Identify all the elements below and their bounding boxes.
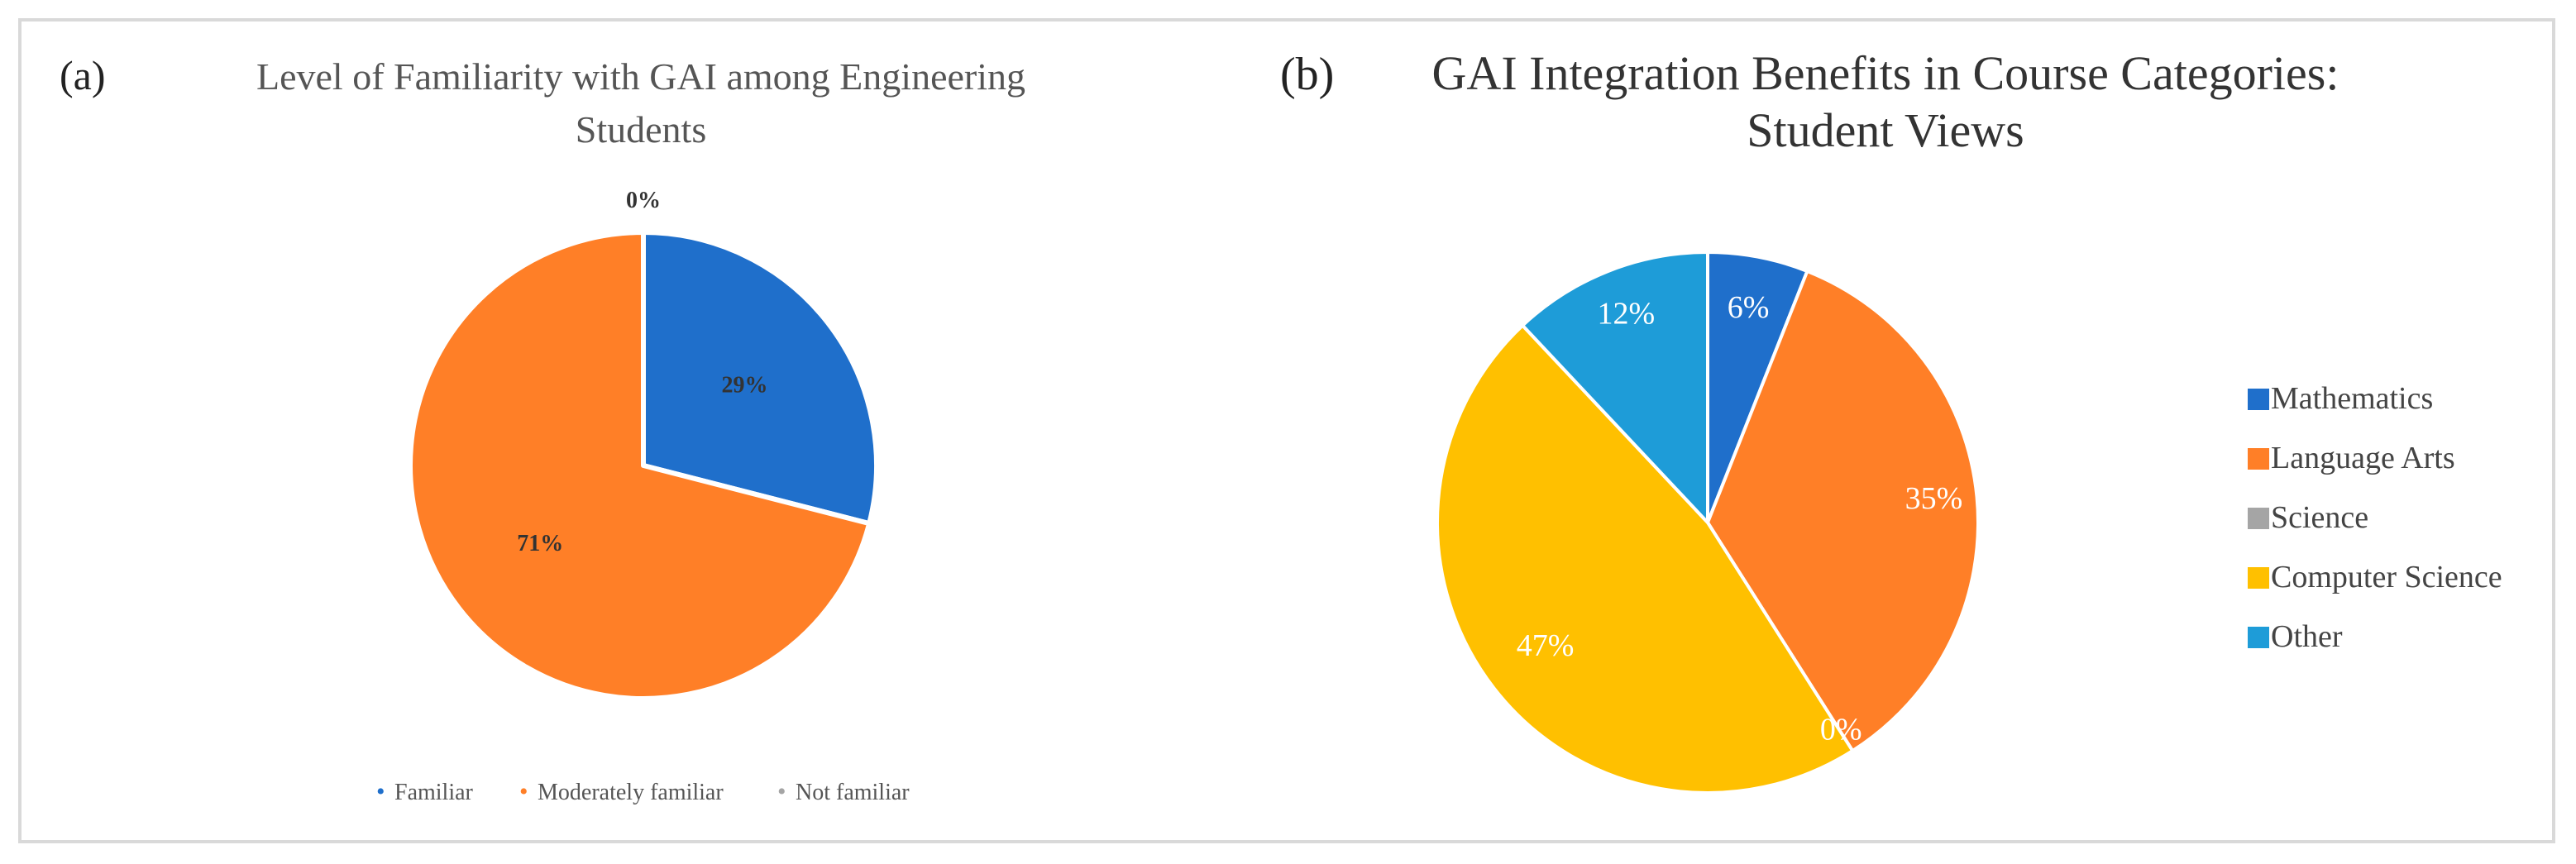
panel-a-label: (a) [60, 52, 106, 98]
panel-b-label: (b) [1280, 49, 1334, 100]
legend-a-marker-moderately-familiar: • [519, 778, 528, 805]
legend-b-swatch-other [2248, 627, 2269, 648]
legend-b-swatch-science [2248, 508, 2269, 529]
legend-a-item-moderately-familiar: • Moderately familiar [519, 778, 724, 805]
legend-a: • Familiar • Moderately familiar • Not famili… [376, 778, 910, 805]
data-label-moderately-familiar: 71% [517, 531, 563, 556]
pie-slice-mathematics [1706, 251, 1809, 524]
chart-b-title-line-2: Student Views [1747, 103, 2024, 157]
legend-a-label-not-familiar: Not familiar [796, 780, 910, 805]
chart-b-title-line-1: GAI Integration Benefits in Course Categ… [1432, 46, 2339, 100]
legend-b-label-science: Science [2271, 500, 2368, 535]
legend-a-label-moderately-familiar: Moderately familiar [538, 780, 724, 805]
legend-a-marker-familiar: • [376, 778, 385, 805]
legend-b-label-computer-science: Computer Science [2271, 560, 2502, 594]
legend-b-swatch-mathematics [2248, 389, 2269, 410]
data-label-language-arts: 35% [1905, 481, 1963, 516]
panel-a: (a) Level of Familiarity with GAI among … [60, 52, 1025, 805]
legend-a-marker-not-familiar: • [777, 778, 786, 805]
pie-slice-language-arts [1706, 269, 1981, 753]
pie-slice-computer-science [1435, 323, 1855, 795]
legend-b-label-mathematics: Mathematics [2271, 381, 2433, 416]
legend-b-item-science: Science [2248, 500, 2368, 535]
legend-b-item-other: Other [2248, 619, 2343, 654]
legend-b-item-language-arts: Language Arts [2248, 441, 2455, 475]
data-label-other: 12% [1597, 296, 1655, 331]
pie-slice-other [1521, 251, 1709, 524]
panel-b: (b) GAI Integration Benefits in Course C… [1280, 46, 2502, 795]
legend-b-label-language-arts: Language Arts [2271, 441, 2455, 475]
pie-b: 6% 35% 0% 47% 12% [1435, 251, 1981, 795]
legend-b: Mathematics Language Arts Science Computer … [2248, 381, 2502, 654]
legend-b-item-computer-science: Computer Science [2248, 560, 2502, 594]
legend-a-label-familiar: Familiar [394, 780, 474, 805]
data-label-science: 0% [1820, 713, 1862, 747]
pie-slice-moderately-familiar [408, 230, 872, 701]
pie-a: 29% 71% 0% [408, 188, 879, 701]
data-label-computer-science: 47% [1517, 628, 1575, 663]
legend-b-item-mathematics: Mathematics [2248, 381, 2433, 416]
data-label-familiar: 29% [722, 372, 768, 398]
data-label-mathematics: 6% [1728, 290, 1770, 325]
legend-b-swatch-language-arts [2248, 448, 2269, 470]
legend-b-swatch-computer-science [2248, 567, 2269, 589]
data-label-not-familiar: 0% [626, 188, 661, 213]
legend-a-item-not-familiar: • Not familiar [777, 778, 910, 805]
figure-frame [18, 18, 2555, 843]
pie-slice-familiar [641, 230, 879, 527]
legend-b-label-other: Other [2271, 619, 2343, 654]
chart-a-title-line-2: Students [576, 108, 706, 150]
chart-a-title-line-1: Level of Familiarity with GAI among Engi… [256, 55, 1025, 98]
legend-a-item-familiar: • Familiar [376, 778, 474, 805]
